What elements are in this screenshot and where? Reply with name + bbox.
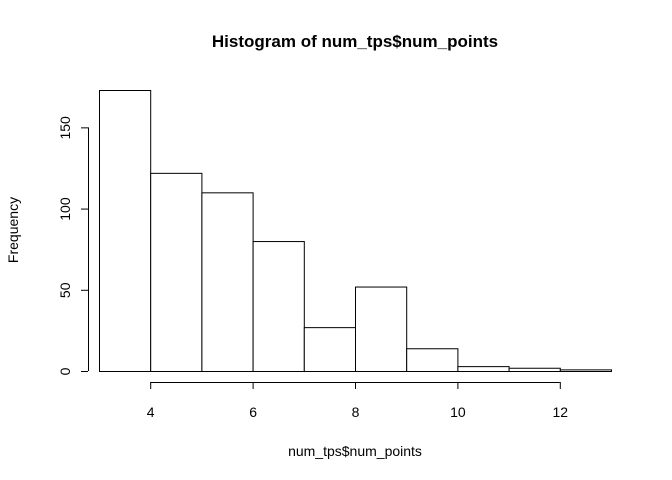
x-tick-label-4: 4 bbox=[147, 404, 155, 420]
x-tick-label-8: 8 bbox=[352, 404, 360, 420]
y-tick-label-150: 150 bbox=[57, 116, 73, 140]
histogram-bar-9-10 bbox=[406, 348, 459, 372]
histogram-bar-4-5 bbox=[150, 172, 203, 372]
bars-group bbox=[99, 90, 612, 373]
histogram-bar-8-9 bbox=[355, 286, 408, 372]
x-tick-label-10: 10 bbox=[450, 404, 466, 420]
y-axis-title: Frequency bbox=[5, 197, 21, 263]
y-tick-label-0: 0 bbox=[57, 367, 73, 375]
chart-title: Histogram of num_tps$num_points bbox=[212, 32, 498, 51]
histogram-bar-3-4 bbox=[99, 90, 152, 372]
histogram-bar-12-13 bbox=[559, 369, 612, 373]
x-tick-label-12: 12 bbox=[553, 404, 569, 420]
y-tick-label-100: 100 bbox=[57, 197, 73, 221]
histogram-bar-7-8 bbox=[303, 327, 356, 372]
y-tick-label-50: 50 bbox=[57, 282, 73, 298]
x-axis-title: num_tps$num_points bbox=[288, 443, 422, 459]
histogram-bar-6-7 bbox=[252, 241, 305, 372]
x-axis: 4 6 8 10 12 bbox=[147, 382, 568, 420]
histogram-bar-5-6 bbox=[201, 192, 254, 372]
x-tick-label-6: 6 bbox=[249, 404, 257, 420]
histogram-bar-11-12 bbox=[508, 367, 561, 372]
histogram-bar-10-11 bbox=[457, 366, 510, 372]
y-axis: 0 50 100 150 bbox=[57, 116, 89, 375]
